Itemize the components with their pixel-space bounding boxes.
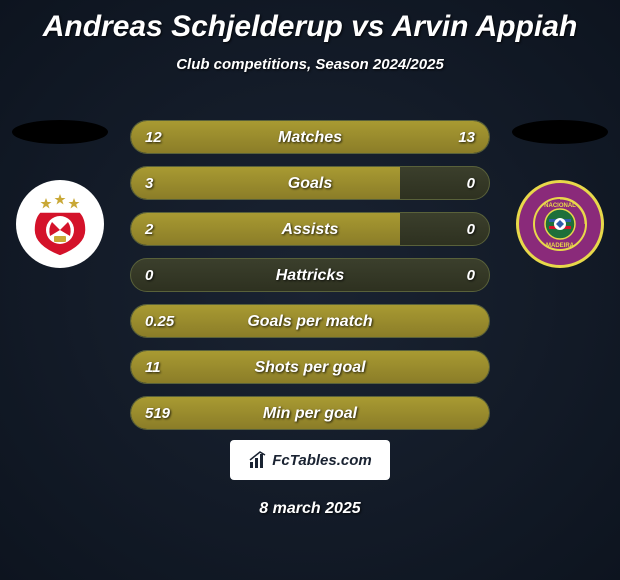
stat-value-right: 13 [458,121,475,154]
stat-label: Min per goal [131,397,489,430]
stat-value-left: 0 [145,259,153,292]
svg-text:NACIONAL: NACIONAL [544,203,576,209]
date-label: 8 march 2025 [0,500,620,518]
stat-row: Hattricks0 0 [130,258,490,292]
stat-row: Goals3 0 [130,166,490,200]
chart-icon [248,450,268,470]
stats-bars: Matches1213Goals30Assists20Hattricks00Go… [130,120,490,442]
page-title: Andreas Schjelderup vs Arvin Appiah [0,0,620,44]
stat-label: Goals per match [131,305,489,338]
stat-row: Goals per match0.25 [130,304,490,338]
team-left [10,120,110,268]
stat-label: Assists [131,213,489,246]
stat-value-right: 0 [467,167,475,200]
stat-label: Goals [131,167,489,200]
nacional-logo-icon: NACIONAL MADEIRA [525,189,595,259]
shadow-ellipse [512,120,608,144]
stat-value-left: 11 [145,351,161,384]
stat-value-left: 519 [145,397,170,430]
stat-value-left: 0.25 [145,305,174,338]
crest-nacional: NACIONAL MADEIRA [516,180,604,268]
stat-value-left: 12 [145,121,162,154]
stat-label: Matches [131,121,489,154]
stat-value-left: 2 [145,213,153,246]
stat-row: Shots per goal11 [130,350,490,384]
brand-text: FcTables.com [272,452,371,469]
stat-value-left: 3 [145,167,153,200]
svg-text:MADEIRA: MADEIRA [546,243,575,249]
stat-value-right: 0 [467,213,475,246]
shadow-ellipse [12,120,108,144]
benfica-logo-icon [24,188,96,260]
stat-row: Assists2 0 [130,212,490,246]
subtitle: Club competitions, Season 2024/2025 [0,56,620,73]
stat-label: Shots per goal [131,351,489,384]
team-right: NACIONAL MADEIRA [510,120,610,268]
stat-label: Hattricks [131,259,489,292]
brand-badge: FcTables.com [230,440,390,480]
stat-row: Matches12 13 [130,120,490,154]
crest-benfica [16,180,104,268]
stat-row: Min per goal519 [130,396,490,430]
stat-value-right: 0 [467,259,475,292]
